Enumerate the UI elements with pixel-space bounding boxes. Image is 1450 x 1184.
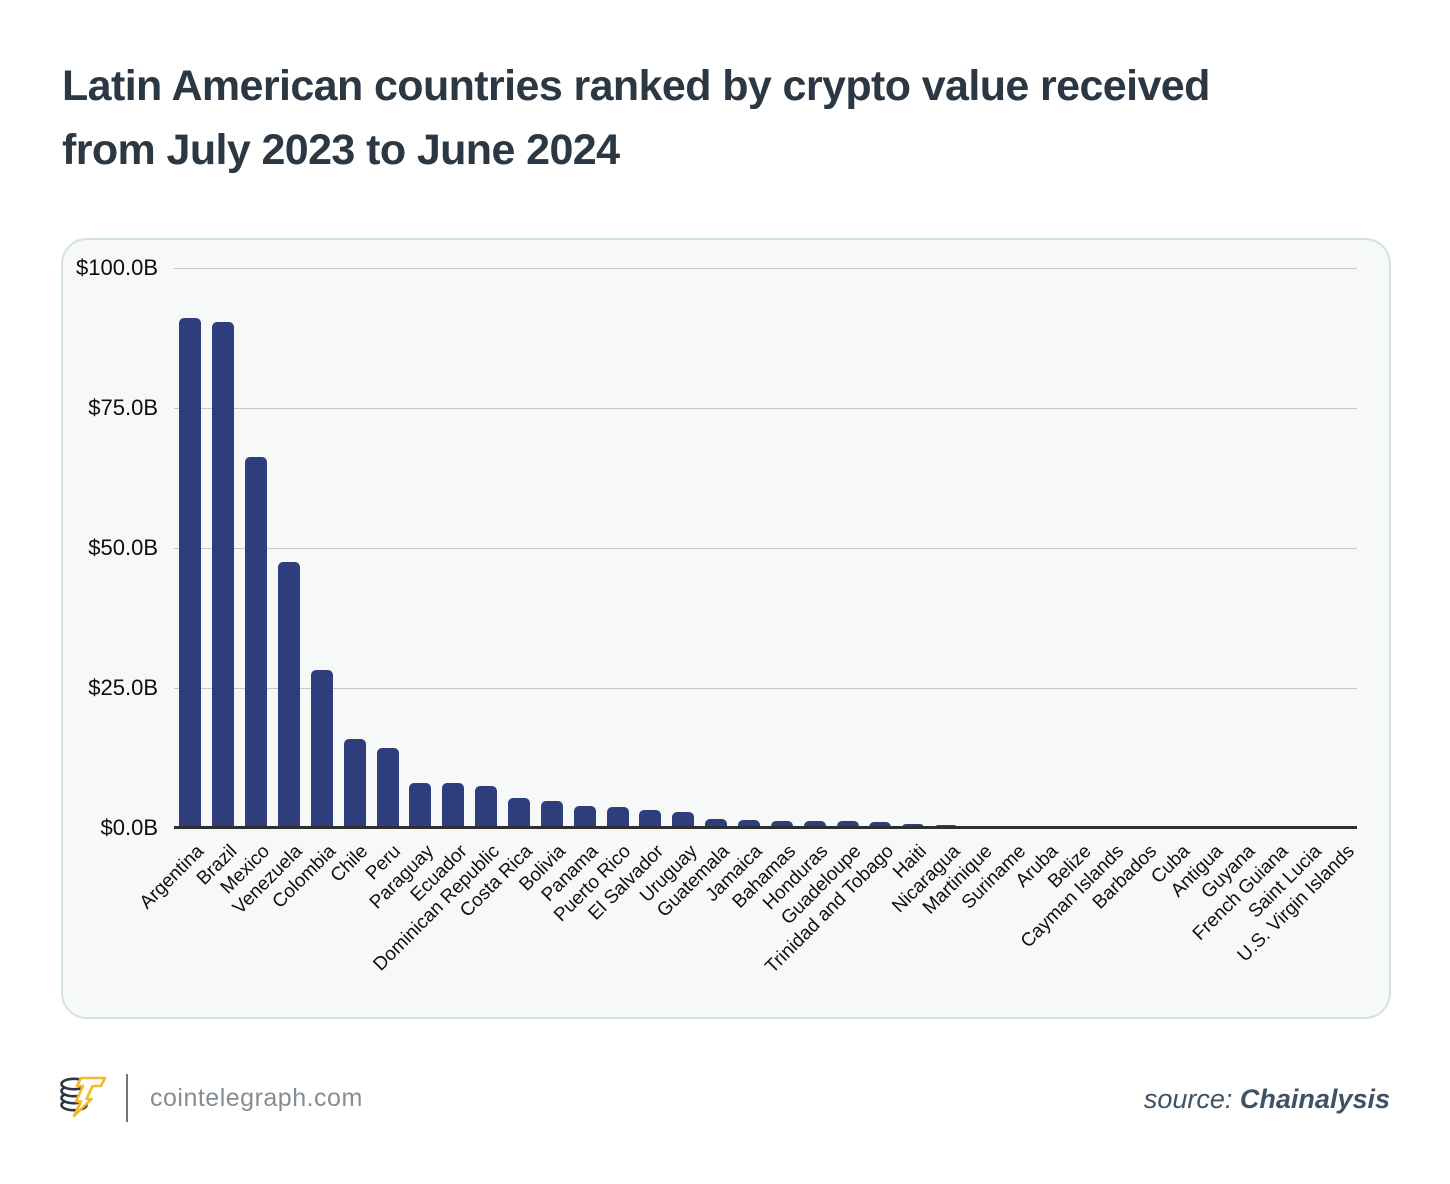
- bars-layer: [174, 268, 1357, 828]
- bar-trinidad-and-tobago: [869, 821, 892, 828]
- brand-text: cointelegraph.com: [150, 1084, 363, 1112]
- bar-paraguay: [409, 782, 432, 828]
- y-tick-75-0b: $75.0B: [88, 395, 158, 420]
- bar-uruguay: [672, 811, 695, 828]
- bar-costa-rica: [508, 797, 531, 828]
- bar-slot-peru: [371, 268, 404, 828]
- bar-slot-martinique: [963, 268, 996, 828]
- gridline-50-0b: [174, 548, 1357, 549]
- bar-slot-antigua: [1193, 268, 1226, 828]
- bar-puerto-rico: [606, 806, 629, 828]
- page-title: Latin American countries ranked by crypt…: [62, 62, 1210, 174]
- bar-dominican-republic: [475, 786, 498, 828]
- bar-guatemala: [705, 819, 728, 828]
- gridline-100-0b: [174, 268, 1357, 269]
- footer-divider: [126, 1074, 128, 1122]
- bar-slot-nicaragua: [930, 268, 963, 828]
- bar-colombia: [310, 670, 333, 828]
- bar-slot-guyana: [1226, 268, 1259, 828]
- bar-slot-bolivia: [535, 268, 568, 828]
- gridline-25-0b: [174, 688, 1357, 689]
- bar-slot-brazil: [207, 268, 240, 828]
- bar-slot-mexico: [240, 268, 273, 828]
- bar-brazil: [212, 322, 235, 828]
- bar-slot-costa-rica: [503, 268, 536, 828]
- bar-slot-uruguay: [667, 268, 700, 828]
- y-tick-50-0b: $50.0B: [88, 535, 158, 560]
- bar-slot-bahamas: [765, 268, 798, 828]
- bar-jamaica: [738, 819, 761, 828]
- bar-bolivia: [540, 801, 563, 828]
- bar-slot-panama: [568, 268, 601, 828]
- bar-slot-el-salvador: [634, 268, 667, 828]
- footer: cointelegraph.com source: Chainalysis: [0, 1062, 1450, 1152]
- bar-venezuela: [278, 562, 300, 828]
- x-axis-line: [174, 826, 1357, 829]
- cointelegraph-logo-icon: [60, 1076, 107, 1118]
- y-tick-0-0b: $0.0B: [100, 815, 159, 840]
- bar-slot-guadeloupe: [831, 268, 864, 828]
- bar-slot-aruba: [1028, 268, 1061, 828]
- bar-slot-barbados: [1127, 268, 1160, 828]
- bar-slot-guatemala: [700, 268, 733, 828]
- bar-slot-chile: [338, 268, 371, 828]
- source-label: source:: [1143, 1084, 1240, 1114]
- bar-slot-saint-lucia: [1291, 268, 1324, 828]
- bar-slot-jamaica: [733, 268, 766, 828]
- bar-el-salvador: [639, 810, 662, 828]
- bar-slot-puerto-rico: [601, 268, 634, 828]
- bar-slot-paraguay: [404, 268, 437, 828]
- bar-slot-colombia: [305, 268, 338, 828]
- bar-slot-ecuador: [437, 268, 470, 828]
- bar-slot-cayman-islands: [1094, 268, 1127, 828]
- y-tick-25-0b: $25.0B: [88, 675, 158, 700]
- bar-ecuador: [442, 783, 465, 828]
- bar-slot-honduras: [798, 268, 831, 828]
- source-attribution: source: Chainalysis: [1144, 1084, 1390, 1115]
- bar-guadeloupe: [836, 821, 859, 828]
- bar-slot-dominican-republic: [470, 268, 503, 828]
- bar-honduras: [803, 821, 826, 828]
- bar-panama: [573, 806, 596, 828]
- bar-slot-trinidad-and-tobago: [864, 268, 897, 828]
- bar-slot-belize: [1061, 268, 1094, 828]
- bar-slot-cuba: [1160, 268, 1193, 828]
- bar-bahamas: [770, 820, 793, 828]
- chart-panel: $100.0B $75.0B $50.0B $25.0B $0.0B Argentina…: [61, 238, 1391, 1019]
- bar-peru: [376, 748, 399, 828]
- bar-slot-suriname: [995, 268, 1028, 828]
- y-tick-100-0b: $100.0B: [76, 255, 158, 280]
- bar-chile: [343, 738, 366, 828]
- bar-argentina: [179, 317, 202, 828]
- bar-slot-french-guiana: [1258, 268, 1291, 828]
- bar-slot-venezuela: [273, 268, 306, 828]
- bar-slot-haiti: [897, 268, 930, 828]
- bar-mexico: [245, 457, 268, 828]
- bar-slot-argentina: [174, 268, 207, 828]
- bar-slot-u-s-virgin-islands: [1324, 268, 1357, 828]
- plot-area: $100.0B $75.0B $50.0B $25.0B $0.0B Argentina…: [76, 256, 1358, 978]
- source-name: Chainalysis: [1239, 1084, 1390, 1114]
- gridline-75-0b: [174, 408, 1357, 409]
